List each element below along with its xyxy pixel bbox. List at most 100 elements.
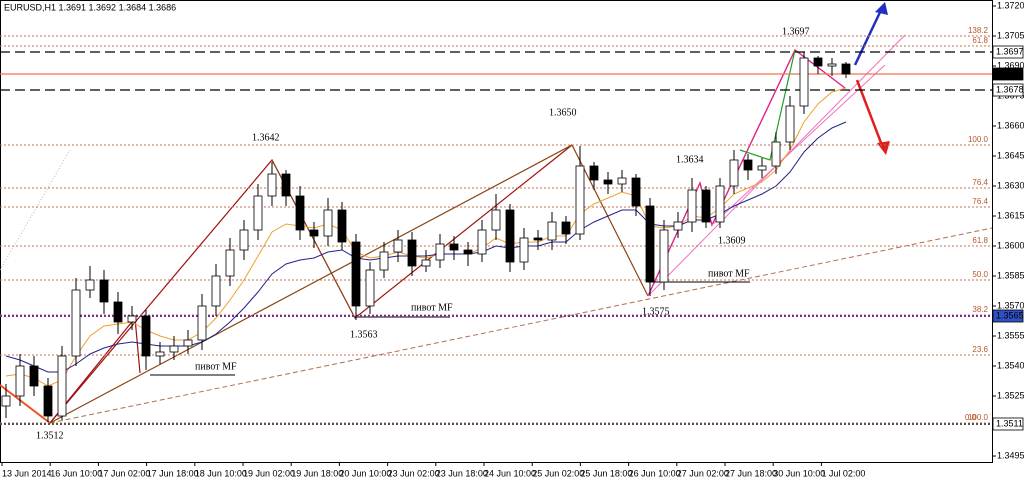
x-tick-label: 17 Jun 18:00 bbox=[147, 468, 199, 478]
annotation: 1.3512 bbox=[36, 430, 64, 441]
x-tick-label: 25 Jun 02:00 bbox=[532, 468, 584, 478]
annotation: пивот MF bbox=[195, 361, 237, 372]
fib-label: 100.0 bbox=[968, 135, 989, 144]
fib-label: 61.8 bbox=[972, 36, 988, 45]
price-marker-label: 1.3678 bbox=[996, 84, 1024, 94]
candle-body bbox=[379, 251, 389, 271]
candle-body bbox=[407, 239, 417, 267]
pattern-line bbox=[0, 384, 51, 424]
x-tick-label: 26 Jun 10:00 bbox=[629, 468, 681, 478]
candle-body bbox=[169, 345, 179, 353]
candle-body bbox=[337, 209, 347, 243]
candle-body bbox=[463, 249, 473, 255]
candle-body bbox=[715, 185, 725, 223]
candle-body bbox=[113, 301, 123, 323]
y-tick-label: 1.3645 bbox=[997, 150, 1024, 160]
y-tick-label: 1.3660 bbox=[997, 120, 1024, 130]
candle-body bbox=[183, 339, 193, 347]
candle-body bbox=[575, 165, 585, 235]
candle-body bbox=[295, 195, 305, 231]
pattern-line bbox=[739, 49, 796, 161]
y-tick-label: 1.3525 bbox=[997, 390, 1024, 400]
annotation: 1.3697 bbox=[782, 26, 810, 37]
y-tick-label: 1.3720 bbox=[997, 0, 1024, 10]
candle-body bbox=[127, 315, 137, 323]
annotation: 1.3609 bbox=[718, 235, 746, 246]
x-tick-label: 27 Jun 18:00 bbox=[725, 468, 777, 478]
candle-body bbox=[29, 365, 39, 387]
y-tick-label: 1.3555 bbox=[997, 330, 1024, 340]
candle-body bbox=[561, 221, 571, 235]
candle-body bbox=[673, 221, 683, 231]
x-tick-label: 20 Jun 10:00 bbox=[339, 468, 391, 478]
x-tick-label: 19 Jun 18:00 bbox=[291, 468, 343, 478]
price-marker-label: 1.3565 bbox=[996, 310, 1024, 320]
y-tick-label: 1.3570 bbox=[997, 300, 1024, 310]
price-marker-label: 1.3697 bbox=[996, 46, 1024, 56]
y-tick-label: 1.3630 bbox=[997, 180, 1024, 190]
x-tick-label: 19 Jun 02:00 bbox=[243, 468, 295, 478]
x-tick-label: 18 Jun 10:00 bbox=[195, 468, 247, 478]
price-marker bbox=[992, 45, 1024, 59]
candle-body bbox=[645, 205, 655, 283]
candle-body bbox=[155, 351, 165, 357]
candle-body bbox=[449, 243, 459, 251]
candle-body bbox=[99, 279, 109, 303]
candle-body bbox=[547, 221, 557, 241]
annotation: 1.3650 bbox=[549, 107, 577, 118]
candle-body bbox=[785, 105, 795, 143]
candle-body bbox=[267, 173, 277, 197]
candle-body bbox=[589, 165, 599, 181]
trend-line bbox=[49, 227, 993, 424]
candle-body bbox=[771, 141, 781, 167]
y-tick-label: 1.3615 bbox=[997, 210, 1024, 220]
y-tick-label: 1.3495 bbox=[997, 450, 1024, 460]
candle-body bbox=[309, 229, 319, 237]
candle-body bbox=[813, 57, 823, 67]
price-marker bbox=[992, 83, 1024, 97]
x-tick-label: 17 Jun 02:00 bbox=[98, 468, 150, 478]
x-tick-label: 13 Jun 2014 bbox=[2, 468, 52, 478]
annotation: 1.3575 bbox=[642, 306, 670, 317]
y-tick-label: 1.3705 bbox=[997, 30, 1024, 40]
candle-body bbox=[827, 63, 837, 67]
candle-body bbox=[1, 395, 11, 407]
fib-label: 61.8 bbox=[972, 236, 988, 245]
annotation: пивот MF bbox=[411, 302, 453, 313]
candle-body bbox=[505, 209, 515, 263]
candle-body bbox=[729, 159, 739, 187]
candle-body bbox=[799, 57, 809, 107]
candle-body bbox=[743, 159, 753, 171]
x-tick-label: 16 Jun 10:00 bbox=[50, 468, 102, 478]
candle-body bbox=[85, 279, 95, 291]
x-tick-label: 23 Jun 02:00 bbox=[388, 468, 440, 478]
fib-label: 0.0 bbox=[965, 413, 977, 422]
candle-body bbox=[141, 315, 151, 357]
price-marker-label: 1.3511 bbox=[996, 418, 1023, 428]
price-marker bbox=[992, 417, 1024, 431]
x-tick-label: 25 Jun 18:00 bbox=[580, 468, 632, 478]
annotation: 1.3634 bbox=[676, 154, 704, 165]
y-tick-label: 1.3585 bbox=[997, 270, 1024, 280]
candle-body bbox=[491, 209, 501, 231]
price-marker bbox=[992, 309, 1024, 323]
candle-body bbox=[701, 189, 711, 223]
fib-label: 38.2 bbox=[972, 305, 988, 314]
candle-body bbox=[365, 269, 375, 307]
candle-body bbox=[71, 289, 81, 357]
candle-body bbox=[841, 63, 851, 75]
candle-body bbox=[57, 355, 67, 417]
fib-label: 23.6 bbox=[972, 345, 988, 354]
candle-body bbox=[281, 173, 291, 197]
candle-body bbox=[253, 195, 263, 231]
arrow-head bbox=[875, 2, 888, 15]
candle-body bbox=[393, 239, 403, 253]
x-tick-label: 27 Jun 02:00 bbox=[677, 468, 729, 478]
candle-body bbox=[687, 189, 697, 223]
candle-body bbox=[435, 243, 445, 261]
candle-body bbox=[631, 177, 641, 207]
x-tick-label: 1 Jul 02:00 bbox=[821, 468, 865, 478]
candle-body bbox=[239, 229, 249, 251]
candle-body bbox=[533, 237, 543, 241]
